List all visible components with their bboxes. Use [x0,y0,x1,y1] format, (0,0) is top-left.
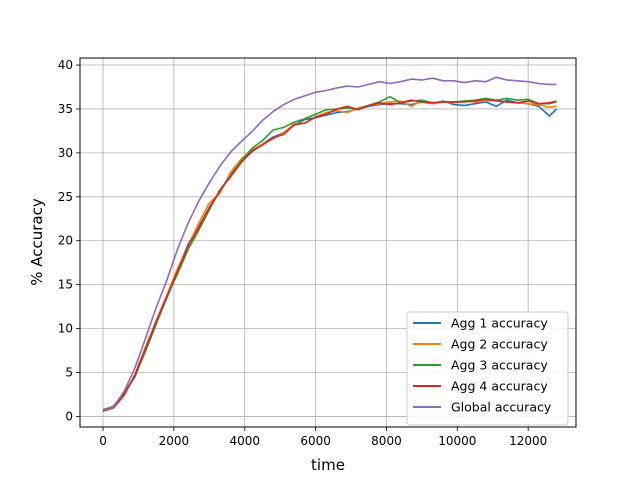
y-tick-label: 30 [58,146,73,160]
ticks: 0 2000 4000 6000 8000 10000 12000 0 5 10 15 20 25 30 3… [58,58,548,448]
y-tick-label: 35 [58,102,73,116]
legend-label: Agg 1 accuracy [451,316,548,331]
legend-label: Agg 4 accuracy [451,379,548,394]
x-tick-label: 6000 [300,434,331,448]
y-tick-label: 15 [58,278,73,292]
y-tick-label: 20 [58,234,73,248]
y-tick-label: 40 [58,58,73,72]
y-axis-label: % Accuracy [28,198,46,286]
plot-frame [79,57,577,428]
series-line-5 [102,76,557,412]
legend-label: Global accuracy [451,400,552,415]
legend-label: Agg 2 accuracy [451,337,548,352]
legend-box [406,311,569,426]
y-tick-label: 0 [65,409,73,423]
x-tick-label: 2000 [159,434,190,448]
series-line-4 [102,98,557,412]
x-tick-label: 4000 [229,434,260,448]
x-axis-label: time [311,456,345,474]
x-tick-label: 8000 [371,434,402,448]
x-tick-label: 10000 [438,434,476,448]
y-tick-label: 10 [58,322,73,336]
plot-lines [102,76,558,412]
series-line-3 [102,95,557,411]
legend: Agg 1 accuracy Agg 2 accuracy Agg 3 accura… [406,311,569,426]
y-tick-label: 25 [58,190,73,204]
x-tick-label: 0 [99,434,107,448]
legend-label: Agg 3 accuracy [451,358,548,373]
y-tick-label: 5 [65,366,73,380]
x-tick-label: 12000 [509,434,547,448]
